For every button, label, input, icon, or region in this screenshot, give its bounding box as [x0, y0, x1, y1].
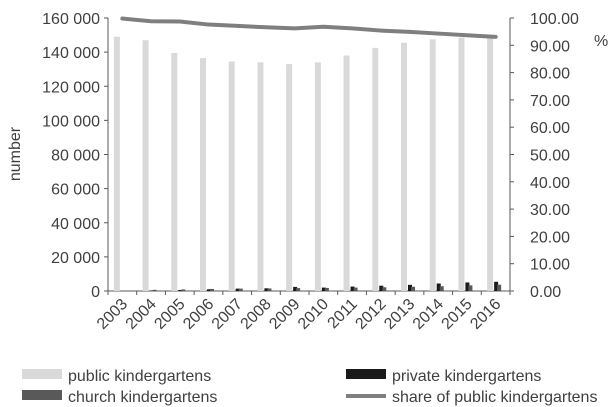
right-axis-label: %	[594, 33, 608, 50]
x-tick-label: 2009	[266, 296, 303, 333]
bar-public-kindergartens-2006	[200, 58, 206, 291]
x-tick-label: 2008	[238, 296, 275, 333]
right-tick-label: 100.00	[530, 11, 579, 28]
bar-private-kindergartens-2008	[264, 288, 269, 291]
bar-private-kindergartens-2013	[408, 284, 412, 291]
bar-public-kindergartens-2016	[487, 36, 494, 291]
bar-church-kindergartens-2004	[152, 289, 157, 291]
left-tick-label: 40 000	[51, 216, 100, 233]
bar-church-kindergartens-2012	[382, 287, 387, 291]
bar-public-kindergartens-2010	[314, 62, 321, 291]
x-tick-label: 2007	[209, 296, 246, 333]
bar-public-kindergartens-2003	[113, 36, 120, 291]
legend-swatch-church-kindergartens	[22, 390, 62, 400]
bar-public-kindergartens-2013	[401, 42, 407, 291]
bar-private-kindergartens-2009	[293, 286, 298, 291]
legend-label-private-kindergartens: private kindergartens	[392, 368, 541, 385]
left-tick-label: 140 000	[42, 45, 100, 62]
x-tick-label: 2013	[381, 296, 418, 333]
bar-private-kindergartens-2016	[494, 281, 499, 291]
right-tick-label: 40.00	[530, 175, 570, 192]
bar-private-kindergartens-2007	[235, 288, 240, 291]
bar-church-kindergartens-2010	[324, 287, 329, 291]
x-tick-label: 2016	[467, 296, 504, 333]
right-tick-label: 30.00	[530, 202, 570, 219]
bar-private-kindergartens-2014	[436, 283, 441, 291]
bar-private-kindergartens-2012	[379, 285, 384, 291]
left-tick-label: 160 000	[42, 11, 100, 28]
bar-public-kindergartens-2011	[343, 55, 350, 291]
right-tick-label: 50.00	[530, 148, 570, 165]
legend: public kindergartens private kindergarten…	[22, 368, 597, 406]
bar-private-kindergartens-2015	[465, 282, 470, 291]
bar-public-kindergartens-2005	[171, 52, 178, 292]
right-tick-label: 90.00	[530, 38, 570, 55]
left-tick-label: 60 000	[51, 182, 100, 199]
legend-swatch-public-kindergartens	[22, 369, 62, 379]
bar-private-kindergartens-2011	[350, 286, 355, 291]
bar-church-kindergartens-2011	[353, 287, 358, 291]
bar-public-kindergartens-2004	[142, 40, 149, 292]
bar-private-kindergartens-2004	[149, 290, 154, 291]
plot-area: 0 20 000 40 000 60 000 80 000 100 000 120 000 1…	[7, 11, 608, 333]
right-tick-label: 20.00	[530, 229, 570, 246]
right-tick-label: 70.00	[530, 93, 570, 110]
bar-church-kindergartens-2007	[238, 288, 243, 291]
line-share-of-public-kindergartens	[120, 16, 498, 39]
bar-public-kindergartens-2014	[429, 39, 436, 291]
legend-swatch-private-kindergartens	[346, 369, 386, 379]
x-tick-label: 2014	[410, 296, 447, 333]
right-tick-label: 60.00	[530, 120, 570, 137]
legend-label-public-kindergartens: public kindergartens	[68, 368, 211, 385]
x-tick-label: 2006	[180, 296, 217, 333]
x-tick-label: 2010	[295, 296, 332, 333]
right-tick-label: 80.00	[530, 66, 570, 83]
bar-church-kindergartens-2005	[181, 289, 186, 291]
x-tick-label: 2004	[123, 296, 160, 333]
x-tick-label: 2005	[151, 296, 188, 333]
bar-public-kindergartens-2009	[286, 64, 293, 291]
bar-private-kindergartens-2010	[321, 287, 326, 291]
x-tick-label: 2011	[325, 296, 361, 332]
bar-private-kindergartens-2005	[178, 289, 183, 291]
right-tick-label: 10.00	[530, 257, 570, 274]
left-tick-label: 0	[91, 284, 100, 301]
left-axis-label: number	[7, 126, 24, 181]
legend-label-church-kindergartens: church kindergartens	[68, 389, 217, 406]
bar-church-kindergartens-2016	[497, 284, 502, 291]
bar-public-kindergartens-2008	[257, 62, 264, 291]
bar-church-kindergartens-2014	[439, 286, 444, 291]
x-tick-label: 2012	[352, 296, 389, 333]
left-tick-label: 120 000	[42, 79, 100, 96]
left-tick-label: 80 000	[51, 148, 100, 165]
left-tick-label: 20 000	[51, 250, 100, 267]
bar-public-kindergartens-2007	[228, 61, 235, 292]
bar-church-kindergartens-2008	[267, 288, 272, 291]
x-tick-label: 2003	[94, 296, 131, 333]
left-tick-label: 100 000	[42, 113, 100, 130]
right-tick-label: 0.00	[530, 284, 561, 301]
legend-label-share-of-public-kindergartens: share of public kindergartens	[392, 389, 597, 406]
bar-public-kindergartens-2015	[458, 37, 465, 292]
bar-church-kindergartens-2013	[411, 286, 415, 291]
x-tick-label: 2015	[439, 296, 476, 333]
bar-public-kindergartens-2012	[372, 47, 379, 291]
bar-church-kindergartens-2009	[296, 288, 301, 291]
bar-church-kindergartens-2015	[468, 285, 473, 291]
bar-church-kindergartens-2006	[210, 288, 214, 291]
bar-private-kindergartens-2006	[207, 289, 211, 291]
